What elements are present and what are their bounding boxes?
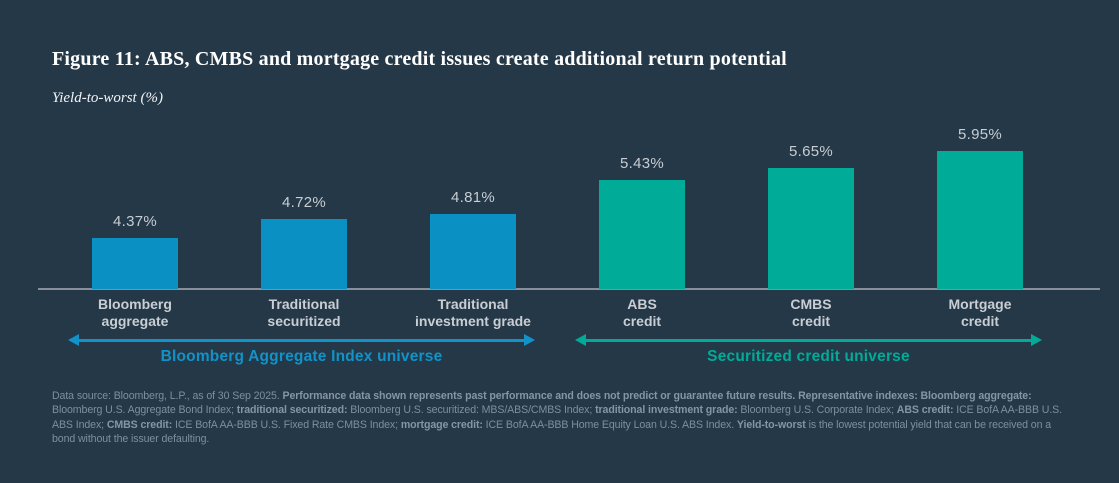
bar-value-label: 4.81%	[450, 189, 496, 206]
footnote-bold-segment: traditional investment grade:	[595, 404, 738, 417]
arrow-head-right-icon	[1031, 334, 1042, 346]
arrow-line	[76, 339, 527, 342]
bar-category-label: Traditional securitized	[267, 296, 341, 329]
bar-value-label: 5.43%	[619, 155, 665, 172]
bar-value-label: 4.72%	[281, 194, 327, 211]
arrow-line	[583, 339, 1034, 342]
footnote-segment: Bloomberg U.S. securitized: MBS/ABS/CMBS…	[347, 404, 596, 417]
footnote-segment: ICE BofA AA-BBB U.S. Fixed Rate CMBS Ind…	[172, 418, 401, 431]
range-arrow-label: Securitized credit universe	[707, 348, 910, 365]
bar-category-label: CMBS credit	[790, 296, 832, 329]
footnote-segment: ICE BofA AA-BBB Home Equity Loan U.S. AB…	[482, 418, 737, 431]
footnote-bold-segment: Yield-to-worst	[736, 418, 806, 431]
figure-subtitle: Yield-to-worst (%)	[52, 90, 163, 106]
figure-title: Figure 11: ABS, CMBS and mortgage credit…	[52, 48, 787, 70]
bar	[261, 219, 347, 289]
footnote-bold-segment: Performance data shown represents past p…	[282, 390, 1032, 402]
bar-value-label: 5.95%	[957, 126, 1003, 143]
bar	[430, 214, 516, 289]
bar-category-label: Bloomberg aggregate	[98, 296, 172, 329]
arrow-head-right-icon	[524, 334, 535, 346]
footnote-bold-segment: ABS credit:	[896, 404, 954, 417]
footnote-bold-segment: CMBS credit:	[106, 418, 173, 431]
arrow-head-left-icon	[575, 334, 586, 346]
aggregate-universe-arrow	[68, 334, 535, 346]
footnote-segment: is the lowest potential yield that can b…	[52, 418, 1052, 445]
bar-category-label: Traditional investment grade	[415, 296, 531, 329]
footnote-segment: Bloomberg U.S. Corporate Index;	[737, 404, 897, 417]
bar-category-label: Mortgage credit	[948, 296, 1012, 329]
footnote-bold-segment: traditional securitized:	[236, 404, 348, 417]
footnote-segment: Bloomberg U.S. Aggregate Bond Index;	[52, 404, 237, 417]
securitized-universe-arrow	[575, 334, 1042, 346]
bar	[599, 180, 685, 289]
footnote-bold-segment: mortgage credit:	[400, 418, 483, 431]
x-axis-baseline	[38, 288, 1100, 290]
bar-value-label: 5.65%	[788, 143, 834, 160]
arrow-head-left-icon	[68, 334, 79, 346]
bar	[92, 238, 178, 289]
bar	[937, 151, 1023, 289]
footnote-segment: ICE BofA AA-BBB U.S. ABS Index;	[52, 404, 1062, 431]
footnote-segment: Data source: Bloomberg, L.P., as of 30 S…	[52, 390, 283, 402]
bar-category-label: ABS credit	[622, 296, 662, 329]
footnote: Data source: Bloomberg, L.P., as of 30 S…	[52, 389, 1076, 446]
range-arrow-label: Bloomberg Aggregate Index universe	[160, 348, 443, 365]
bar	[768, 168, 854, 289]
bar-value-label: 4.37%	[112, 213, 158, 230]
